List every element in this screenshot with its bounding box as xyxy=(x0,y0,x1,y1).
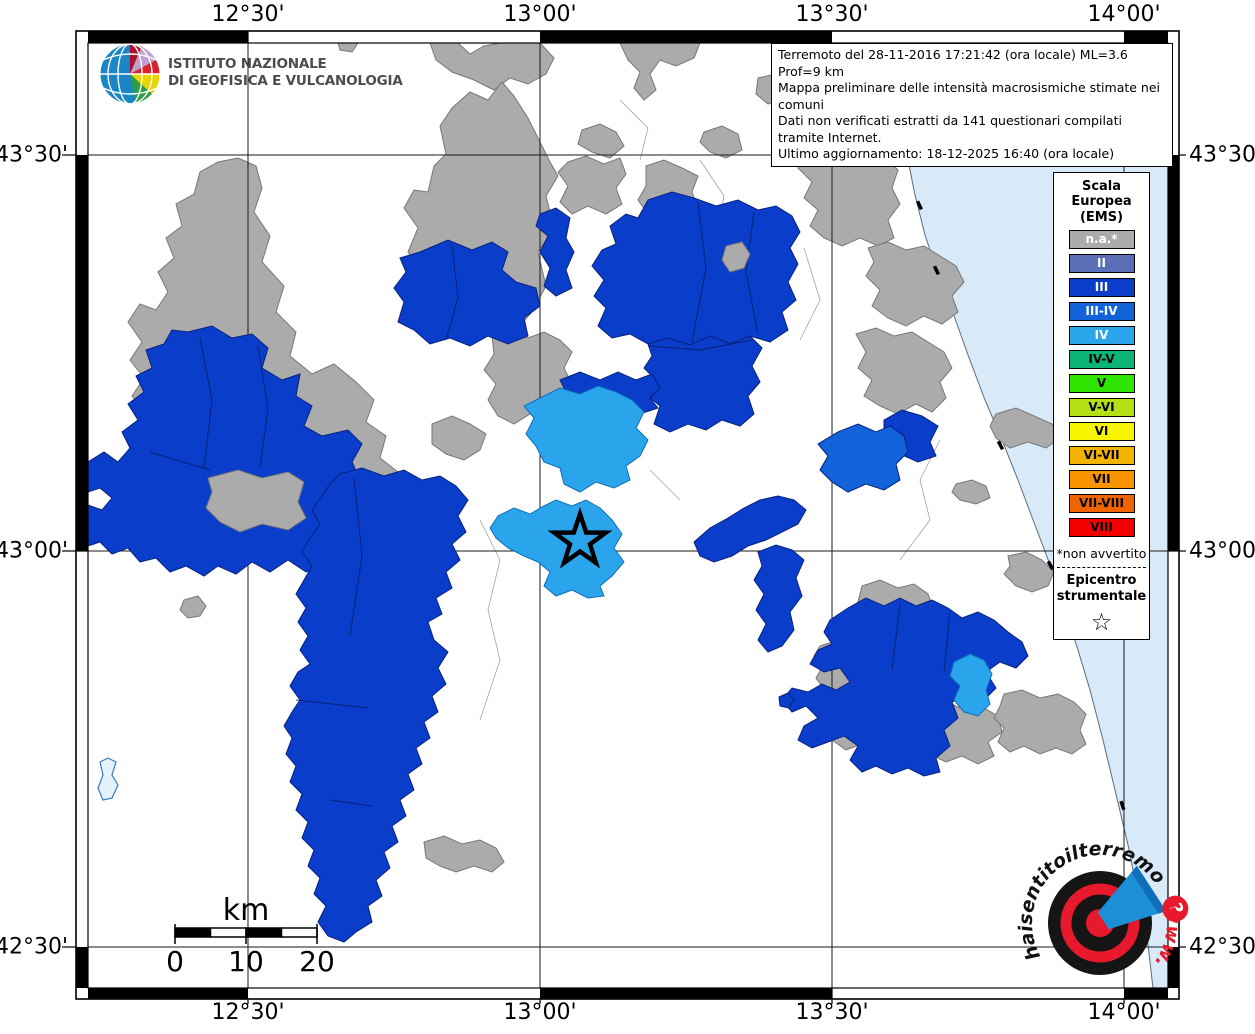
municipality-intensity-iii-iv xyxy=(817,423,909,493)
axis-label-bottom-3: 14°00' xyxy=(1087,1000,1161,1025)
axis-label-top-1: 13°00' xyxy=(503,2,577,27)
scale-bar-unit: km xyxy=(222,893,270,928)
legend-title: Scala Europea (EMS) xyxy=(1054,179,1149,225)
legend-title-line3: (EMS) xyxy=(1079,209,1124,225)
legend-chip-na: n.a.* xyxy=(1068,229,1135,249)
coastal-marks xyxy=(915,200,1126,811)
axis-label-left-0: 43°30' xyxy=(0,142,68,168)
ingv-logo-line2: DI GEOFISICA E VULCANOLOGIA xyxy=(168,72,403,89)
legend-chip-vi-vii: VI-VII xyxy=(1068,445,1135,465)
ingv-logo xyxy=(99,43,161,105)
ingv-logo-line1: ISTITUTO NAZIONALE xyxy=(168,56,327,72)
legend-divider xyxy=(1057,566,1146,568)
event-info-line-3: Dati non verificati estratti da 141 ques… xyxy=(778,113,1122,145)
legend-chip-iv-v: IV-V xyxy=(1068,349,1135,369)
legend-chip-vii: VII xyxy=(1068,469,1135,489)
legend-epicenter-line1: Epicentro xyxy=(1066,572,1137,588)
lake xyxy=(97,757,119,801)
legend-chip-iii-iv: III-IV xyxy=(1068,301,1135,321)
epicenter-star xyxy=(547,506,613,569)
event-info-line-1: Terremoto del 28-11-2016 17:21:42 (ora l… xyxy=(778,47,1128,79)
legend-chip-iv: IV xyxy=(1068,325,1135,345)
intensity-legend: Scala Europea (EMS) n.a.* II III III-IV … xyxy=(1053,172,1150,640)
axis-label-top-0: 12°30' xyxy=(211,2,285,27)
legend-chip-vi: VI xyxy=(1068,421,1135,441)
axis-label-left-1: 43°00' xyxy=(0,538,68,564)
legend-chip-ii: II xyxy=(1068,253,1135,273)
axis-label-right-2: 42°30' xyxy=(1189,934,1255,960)
municipalities-intensity-iv xyxy=(489,385,993,717)
axis-label-top-3: 14°00' xyxy=(1087,2,1161,27)
legend-title-line2: Europea xyxy=(1071,194,1132,210)
scale-bar-label-20: 20 xyxy=(299,945,335,978)
legend-chip-vii-viii: VII-VIII xyxy=(1068,493,1135,513)
legend-chip-v: V xyxy=(1068,373,1135,393)
frame-segment-dividers xyxy=(62,31,1186,1004)
axis-label-right-1: 43°00' xyxy=(1189,538,1255,564)
legend-footnote: *non avvertito xyxy=(1056,545,1147,561)
event-info-box: Terremoto del 28-11-2016 17:21:42 (ora l… xyxy=(771,43,1173,167)
axis-label-bottom-0: 12°30' xyxy=(211,1000,285,1025)
legend-epicenter-label: Epicentro strumentale xyxy=(1054,573,1149,604)
event-info-line-2: Mappa preliminare delle intensità macros… xyxy=(778,80,1161,112)
legend-epicenter-line2: strumentale xyxy=(1056,588,1147,604)
scale-bar xyxy=(174,924,318,944)
na-enclaves xyxy=(205,241,751,533)
scale-bar-label-10: 10 xyxy=(228,945,264,978)
epicenter-star-icon: ☆ xyxy=(1090,608,1113,637)
legend-chip-iii: III xyxy=(1068,277,1135,297)
map-area xyxy=(88,43,1168,988)
legend-title-line1: Scala xyxy=(1081,179,1122,194)
map-frame xyxy=(62,30,1186,1004)
scale-bar-label-0: 0 xyxy=(166,945,184,978)
axis-label-bottom-2: 13°30' xyxy=(795,1000,869,1025)
ingv-globe-icon xyxy=(99,43,161,105)
axis-label-bottom-1: 13°00' xyxy=(503,1000,577,1025)
axis-label-right-0: 43°30' xyxy=(1189,142,1255,168)
ingv-logo-text: ISTITUTO NAZIONALE DI GEOFISICA E VULCAN… xyxy=(168,56,403,90)
intensity-iii-internal-borders xyxy=(149,201,951,807)
event-info-line-4: Ultimo aggiornamento: 18-12-2025 16:40 (… xyxy=(778,146,1115,161)
axis-label-left-2: 42°30' xyxy=(0,934,68,960)
axis-label-top-2: 13°30' xyxy=(795,2,869,27)
legend-chip-v-vi: V-VI xyxy=(1068,397,1135,417)
legend-chip-viii: VIII xyxy=(1068,517,1135,537)
